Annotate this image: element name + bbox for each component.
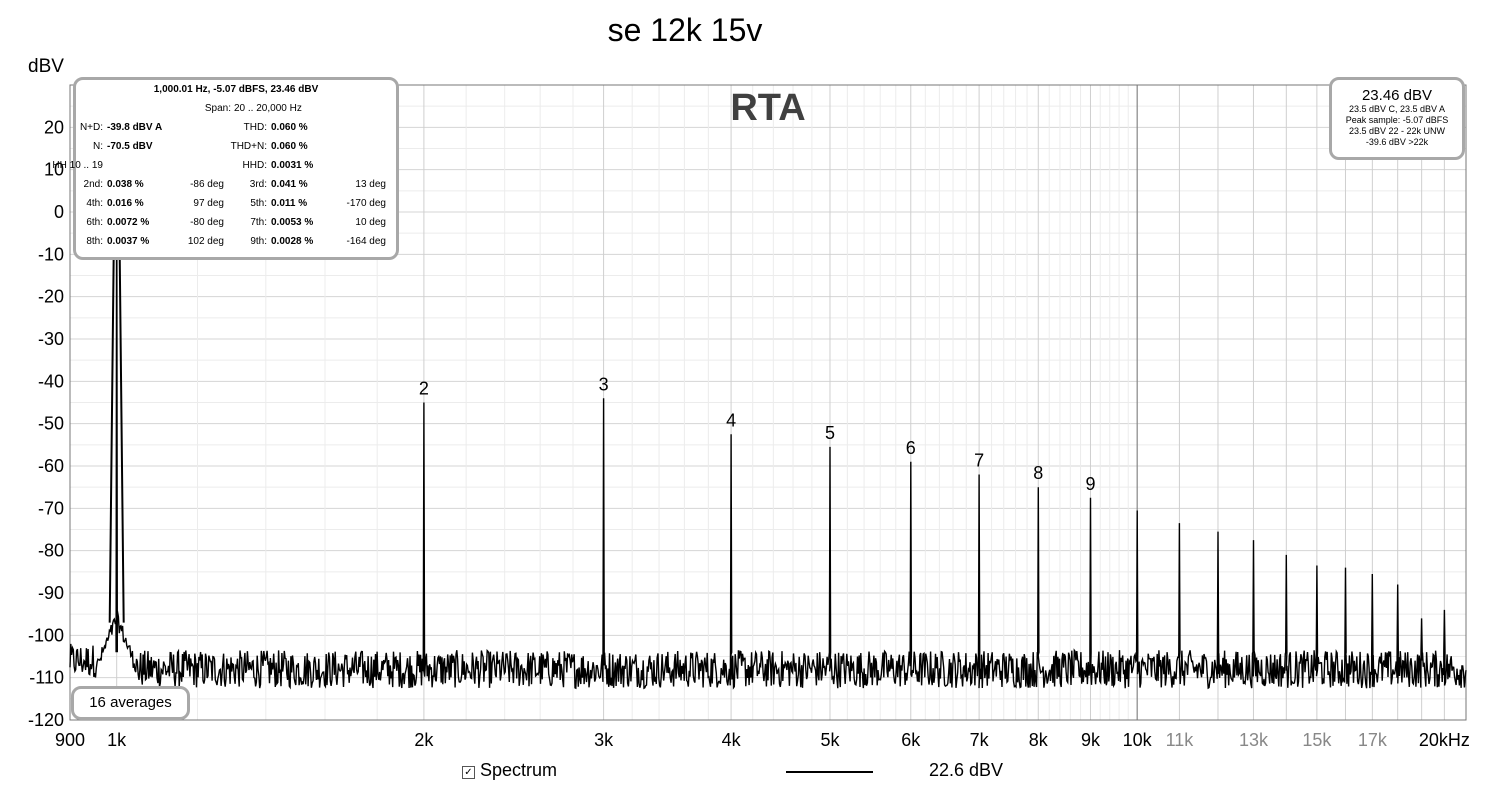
x-tick-label: 8k (1029, 730, 1049, 750)
harmonic-label: 7 (974, 450, 984, 470)
info-value: 0.0031 % (271, 160, 314, 171)
legend-value: 22.6 dBV (929, 760, 1004, 780)
info-label: HH 10 .. 19 (52, 160, 103, 171)
info-phase: 10 deg (355, 217, 386, 228)
info-phase: 102 deg (187, 236, 224, 247)
info-value: 0.060 % (271, 122, 308, 133)
harmonic-label: 5 (825, 423, 835, 443)
x-tick-label: 17k (1358, 730, 1388, 750)
harmonic-label: 4 (726, 410, 736, 430)
info-phase: 13 deg (355, 179, 386, 190)
level-line-3: 23.5 dBV 22 - 22k UNW (1348, 126, 1446, 136)
info-value: 0.060 % (271, 141, 308, 152)
spectrum-trace (69, 112, 1467, 690)
info-phase: -80 deg (190, 217, 224, 228)
legend-line-swatch (786, 771, 873, 773)
info-label: 5th: (250, 198, 267, 209)
y-tick-label: -80 (38, 541, 64, 561)
info-phase: -170 deg (346, 198, 386, 209)
harmonic-label: 9 (1085, 474, 1095, 494)
info-value: 0.038 % (107, 179, 144, 190)
y-tick-label: -100 (28, 625, 64, 645)
info-label: 6th: (86, 217, 103, 228)
info-label: 8th: (86, 236, 103, 247)
x-tick-label: 4k (722, 730, 742, 750)
level-readout-box: 23.46 dBV 23.5 dBV C, 23.5 dBV A Peak sa… (1329, 77, 1465, 160)
info-label: N+D: (79, 122, 103, 133)
harmonic-label: 3 (599, 374, 609, 394)
info-label: N: (93, 141, 103, 152)
averages-badge: 16 averages (71, 686, 190, 720)
info-span-value: 20 .. 20,000 Hz (234, 103, 302, 114)
info-span-label: Span: (204, 103, 231, 114)
y-axis-unit: dBV (28, 56, 64, 77)
harmonic-label: 6 (906, 438, 916, 458)
harmonic-label: 8 (1033, 463, 1043, 483)
y-tick-label: -30 (38, 329, 64, 349)
info-phase: -86 deg (190, 179, 224, 190)
y-tick-label: -90 (38, 583, 64, 603)
x-tick-label: 7k (970, 730, 990, 750)
level-line-1: 23.5 dBV C, 23.5 dBV A (1348, 104, 1446, 114)
x-tick-label: 1k (107, 730, 127, 750)
x-tick-label: 2k (414, 730, 434, 750)
chart-title: se 12k 15v (607, 12, 763, 48)
y-tick-label: 0 (54, 202, 64, 222)
x-tick-label: 6k (901, 730, 921, 750)
y-tick-label: -10 (38, 244, 64, 264)
y-tick-label: -20 (38, 287, 64, 307)
y-tick-label: 10 (44, 160, 64, 180)
info-label: 4th: (86, 198, 103, 209)
info-label: THD: (243, 122, 267, 133)
x-tick-label: 10k (1123, 730, 1153, 750)
x-tick-label: 13k (1239, 730, 1269, 750)
level-line-2: Peak sample: -5.07 dBFS (1345, 115, 1449, 125)
info-value: 0.0037 % (107, 236, 150, 247)
y-tick-label: -110 (29, 668, 64, 688)
y-tick-label: -50 (38, 414, 64, 434)
info-value: 0.011 % (271, 198, 308, 209)
x-tick-label: 20kHz (1419, 730, 1470, 750)
info-value: 0.0028 % (271, 236, 314, 247)
info-label: 9th: (250, 236, 267, 247)
info-value: 0.0072 % (107, 217, 150, 228)
spectrum-checkbox[interactable]: ✓ (462, 766, 475, 779)
info-phase: 97 deg (193, 198, 224, 209)
plot-frame (69, 84, 1467, 721)
y-tick-label: -120 (28, 710, 64, 730)
info-frequency-line: 1,000.01 Hz, -5.07 dBFS, 23.46 dBV (153, 84, 319, 95)
x-tick-label: 11k (1166, 730, 1195, 750)
y-tick-label: -60 (38, 456, 64, 476)
measurement-info-box: 1,000.01 Hz, -5.07 dBFS, 23.46 dBV Span: 2… (52, 77, 399, 260)
info-value: -39.8 dBV A (107, 122, 163, 133)
rta-watermark: RTA (730, 87, 805, 129)
info-label: HHD: (242, 160, 267, 171)
info-phase: -164 deg (346, 236, 386, 247)
info-value: -70.5 dBV (107, 141, 153, 152)
x-tick-label: 900 (55, 730, 85, 750)
info-label: 2nd: (83, 179, 103, 190)
harmonic-label: 2 (419, 379, 429, 399)
info-label: THD+N: (230, 141, 267, 152)
info-label: 7th: (250, 217, 267, 228)
legend-spectrum[interactable]: ✓ Spectrum (462, 760, 557, 781)
y-tick-label: 20 (44, 117, 64, 137)
x-tick-label: 9k (1081, 730, 1101, 750)
level-main: 23.46 dBV (1361, 87, 1433, 104)
info-label: 3rd: (249, 179, 267, 190)
x-tick-label: 5k (820, 730, 840, 750)
info-value: 0.016 % (107, 198, 144, 209)
x-tick-label: 3k (594, 730, 614, 750)
info-value: 0.0053 % (271, 217, 314, 228)
y-tick-label: -40 (38, 371, 64, 391)
level-line-4: -39.6 dBV >22k (1365, 137, 1429, 147)
legend-label: Spectrum (480, 760, 558, 780)
info-value: 0.041 % (271, 179, 308, 190)
y-tick-label: -70 (38, 498, 64, 518)
x-tick-label: 15k (1302, 730, 1332, 750)
